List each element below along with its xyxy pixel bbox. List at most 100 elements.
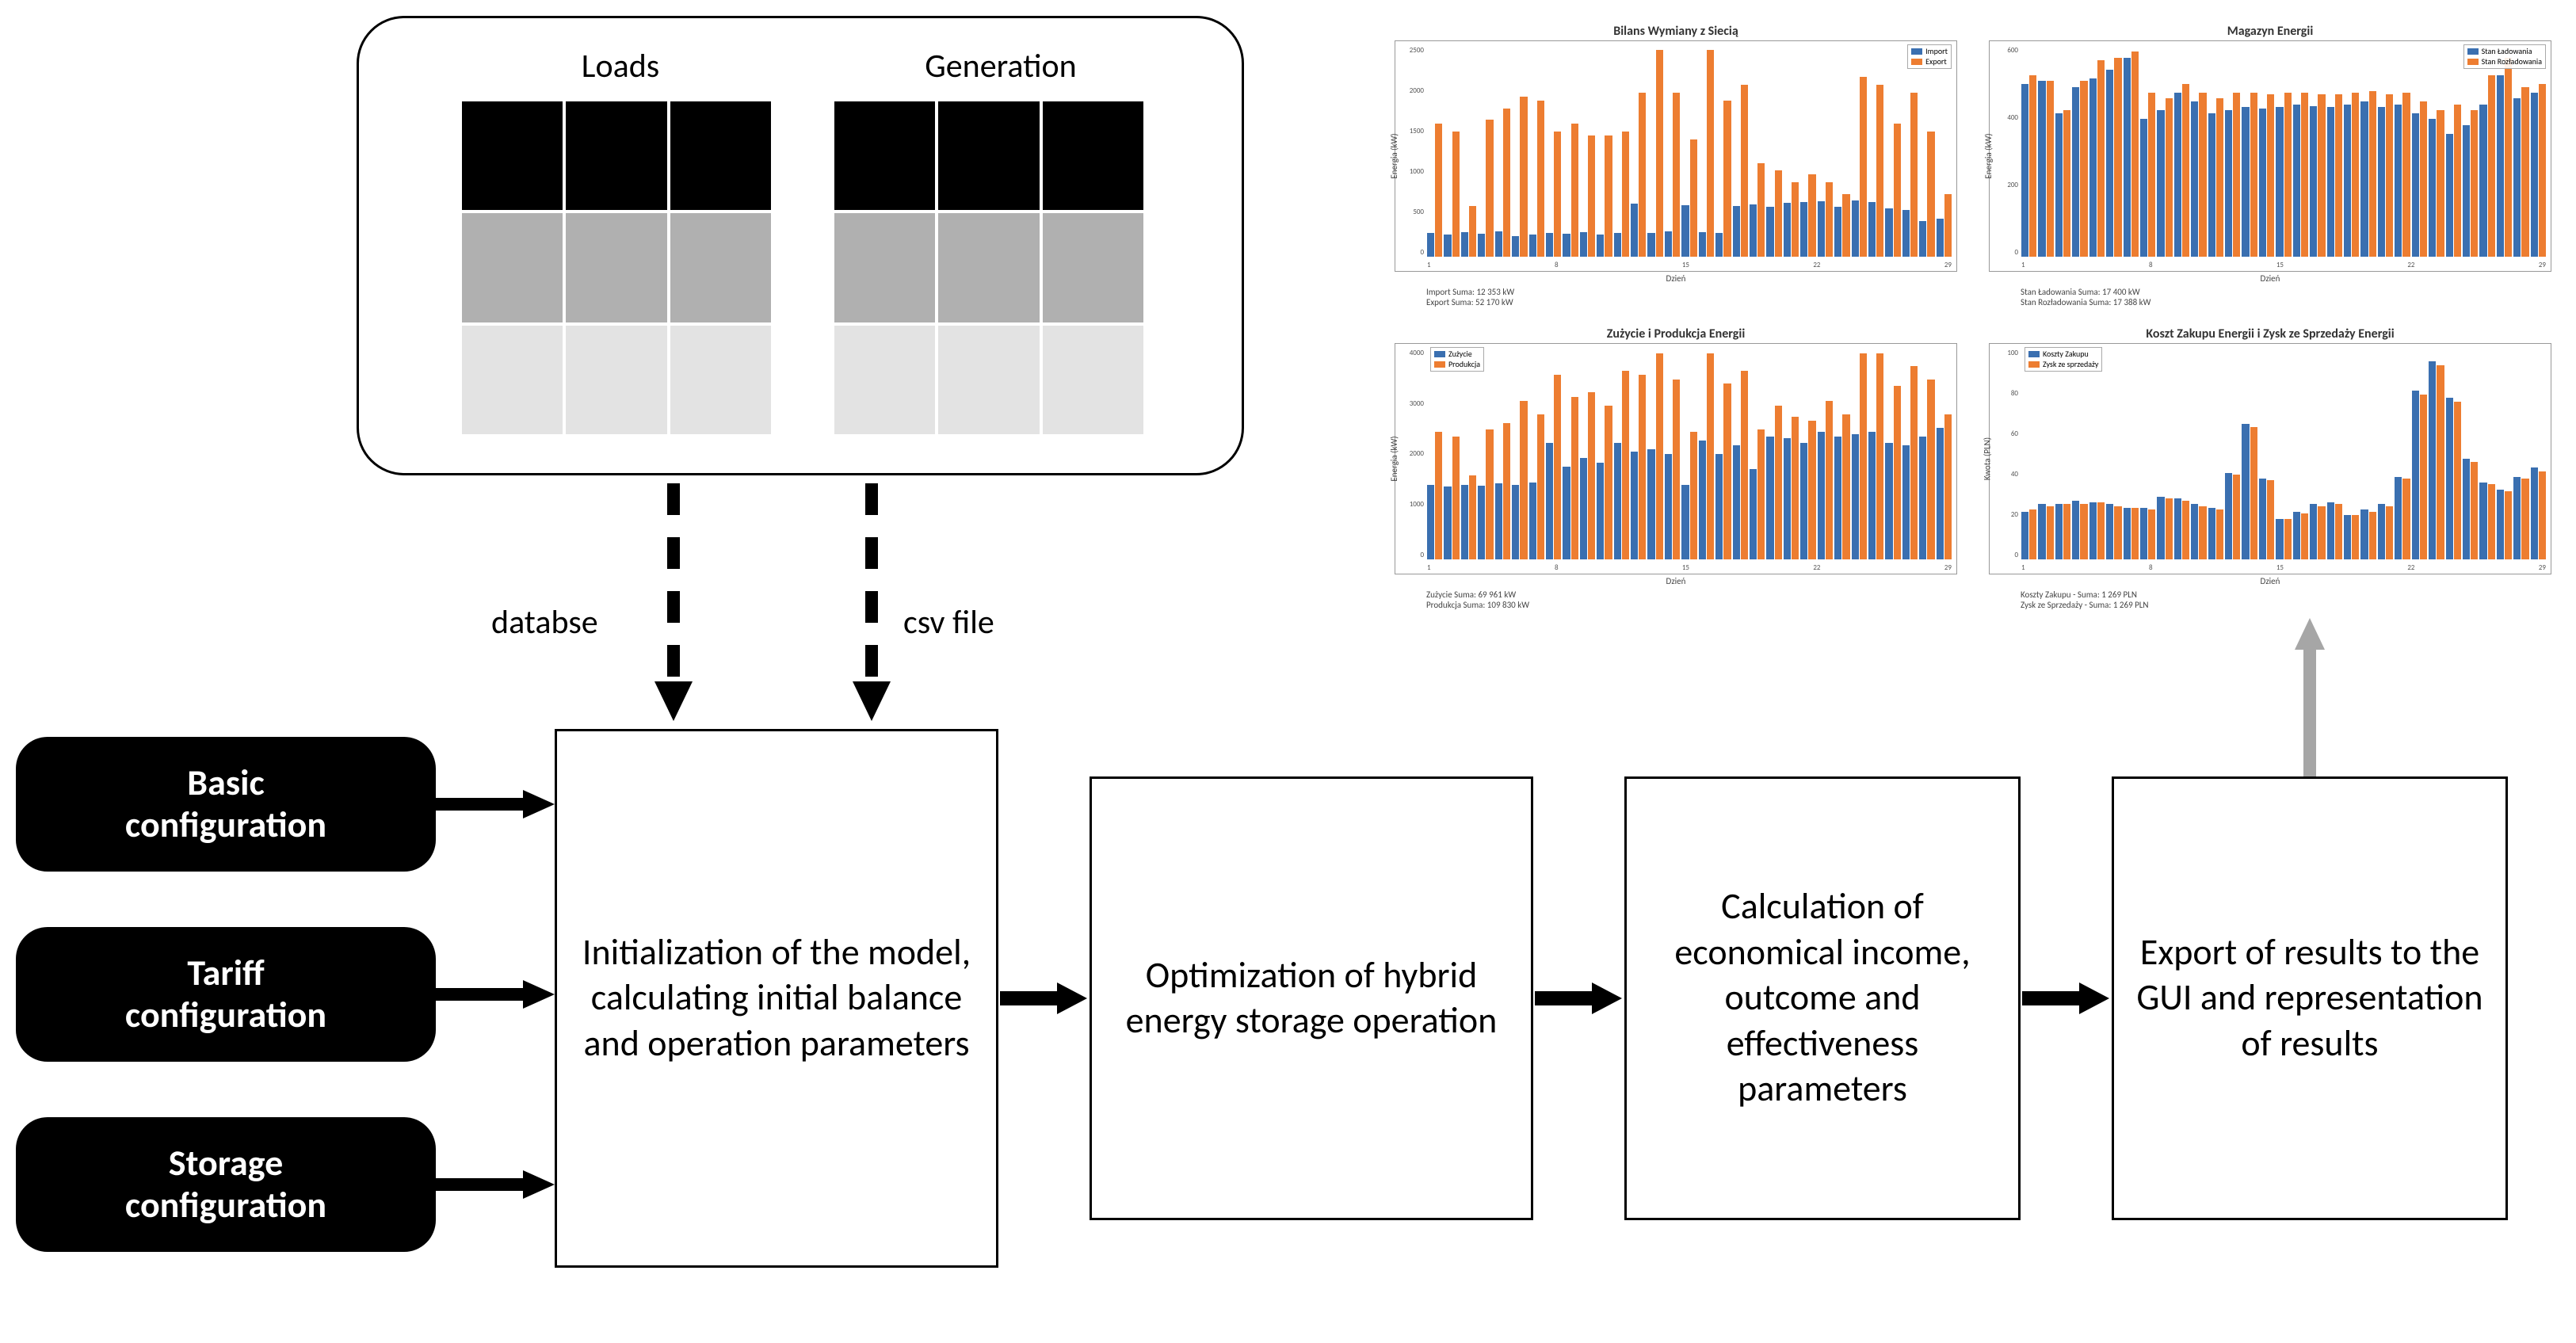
- bar-blue: [2513, 477, 2521, 559]
- arrow-pill-storage: [436, 1169, 555, 1200]
- bar-orange: [2454, 105, 2461, 257]
- bar-orange: [2318, 506, 2325, 559]
- grid-cell: [566, 101, 666, 210]
- pill-storage-configuration: Storage configuration: [16, 1117, 436, 1252]
- bar-orange: [2063, 504, 2070, 559]
- bar-orange: [1435, 124, 1442, 256]
- bar-blue: [2344, 515, 2351, 559]
- bar-orange: [2437, 365, 2444, 559]
- arrow-export-to-charts: [2290, 618, 2330, 776]
- bar-orange: [2166, 98, 2173, 256]
- bar-blue: [1868, 432, 1876, 559]
- bar-blue: [2327, 502, 2334, 559]
- chart-caption: Stan Ładowania Suma: 17 400 kW Stan Rozł…: [2021, 287, 2551, 307]
- bar-blue: [1818, 201, 1825, 257]
- bar-blue: [2344, 105, 2351, 257]
- bar-orange: [1588, 135, 1595, 256]
- bar-orange: [2488, 484, 2495, 559]
- chart-caption: Import Suma: 12 353 kW Export Suma: 52 1…: [1426, 287, 1957, 307]
- bar-blue: [1699, 232, 1706, 256]
- bar-orange: [1673, 380, 1680, 559]
- y-ticks: 25002000150010005000: [1397, 46, 1424, 257]
- bar-blue: [2191, 101, 2198, 257]
- bar-blue: [2106, 70, 2113, 257]
- bar-orange: [2488, 75, 2495, 257]
- bar-orange: [1452, 437, 1460, 559]
- bar-blue: [1580, 232, 1587, 256]
- bar-blue: [1529, 483, 1536, 559]
- grid-cell: [670, 213, 771, 322]
- grid-cell: [462, 101, 563, 210]
- chart-legend: ZużycieProdukcja: [1430, 347, 1484, 372]
- chart-caption: Zużycie Suma: 69 961 kW Produkcja Suma: …: [1426, 589, 1957, 610]
- bar-blue: [2463, 125, 2470, 257]
- bar-orange: [2148, 509, 2155, 559]
- grid-cell: [462, 213, 563, 322]
- bar-orange: [2029, 75, 2036, 257]
- bar-blue: [1852, 434, 1859, 559]
- bar-orange: [1435, 432, 1442, 559]
- bar-orange: [1842, 414, 1849, 559]
- bar-orange: [1876, 85, 1883, 256]
- bar-blue: [1529, 235, 1536, 257]
- grid-cell: [670, 326, 771, 434]
- bar-blue: [2191, 504, 2198, 559]
- process-init: Initialization of the model, calculating…: [555, 729, 998, 1268]
- bar-blue: [1902, 445, 1910, 559]
- bar-orange: [2284, 519, 2292, 559]
- bar-blue: [1546, 443, 1553, 559]
- bar-blue: [2310, 504, 2317, 559]
- bar-orange: [1792, 417, 1799, 559]
- bar-orange: [1690, 139, 1697, 257]
- bar-orange: [2335, 504, 2342, 559]
- arrow-calc-to-export: [2022, 982, 2109, 1014]
- bar-orange: [2233, 93, 2240, 257]
- bar-orange: [2352, 93, 2359, 257]
- arrow-pill-tariff: [436, 979, 555, 1010]
- bar-blue: [1766, 207, 1773, 257]
- y-ticks: 100806040200: [1991, 349, 2018, 559]
- bar-orange: [1894, 124, 1901, 256]
- bar-orange: [1808, 421, 1815, 559]
- y-ticks: 40003000200010000: [1397, 349, 1424, 559]
- bar-orange: [1826, 182, 1833, 256]
- bar-blue: [1631, 452, 1638, 559]
- bar-orange: [2250, 427, 2257, 559]
- bar-orange: [2301, 513, 2308, 559]
- bar-orange: [2505, 491, 2512, 559]
- bar-blue: [2412, 391, 2419, 559]
- pill-basic-configuration: Basic configuration: [16, 737, 436, 872]
- bar-orange: [2437, 110, 2444, 256]
- chart-legend: ImportExport: [1907, 44, 1952, 69]
- bar-orange: [2420, 101, 2427, 257]
- bar-orange: [2539, 471, 2546, 559]
- bar-orange: [2521, 87, 2528, 257]
- grid-cell: [462, 326, 563, 434]
- bar-blue: [1614, 233, 1621, 257]
- bar-blue: [2378, 504, 2385, 559]
- bar-orange: [1639, 93, 1646, 257]
- bar-blue: [1597, 235, 1604, 257]
- bar-orange: [1503, 423, 1510, 559]
- bar-orange: [1520, 97, 1527, 257]
- bar-orange: [2386, 506, 2393, 559]
- bar-orange: [2454, 402, 2461, 559]
- bar-blue: [1852, 200, 1859, 257]
- bar-blue: [2479, 105, 2486, 257]
- bar-blue: [1919, 437, 1926, 559]
- bar-orange: [1622, 371, 1629, 559]
- chart-legend: Koszty ZakupuZysk ze sprzedaży: [2025, 347, 2102, 372]
- bar-blue: [2378, 107, 2385, 256]
- bar-blue: [1750, 469, 1757, 559]
- bar-blue: [1902, 210, 1910, 257]
- chart-title: Magazyn Energii: [1989, 24, 2551, 39]
- x-axis-label: Dzień: [1395, 273, 1957, 284]
- bar-orange: [2318, 94, 2325, 257]
- bar-blue: [1563, 467, 1570, 559]
- bar-blue: [2497, 490, 2504, 559]
- bar-blue: [1512, 485, 1519, 559]
- bar-blue: [1495, 231, 1502, 256]
- bar-blue: [1784, 203, 1791, 257]
- bar-orange: [1469, 206, 1476, 257]
- bar-blue: [2072, 501, 2079, 559]
